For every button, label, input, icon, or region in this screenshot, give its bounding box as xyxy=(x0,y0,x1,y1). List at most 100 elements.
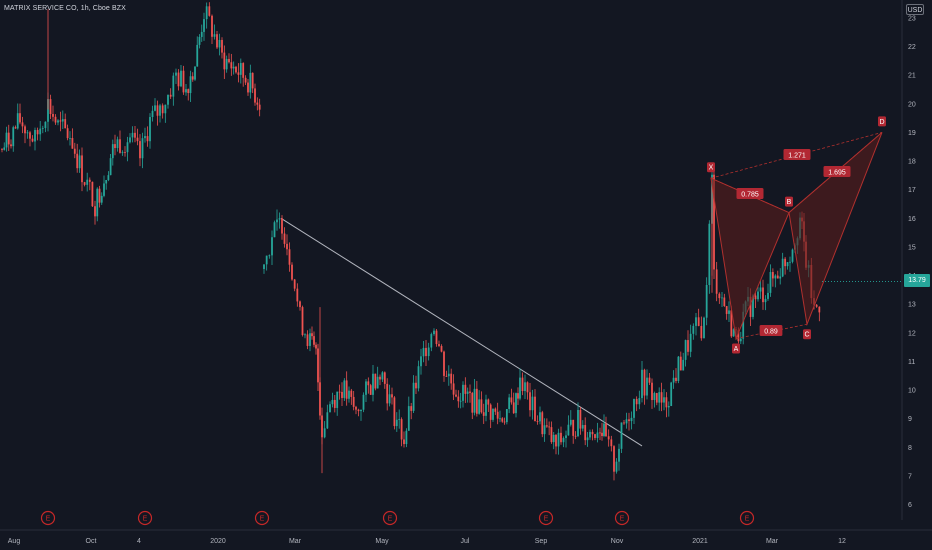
candle-body xyxy=(754,295,757,300)
candle-body xyxy=(545,425,548,427)
candle-body xyxy=(398,419,401,420)
candle-body xyxy=(49,99,52,115)
time-tick-label: 4 xyxy=(137,538,141,545)
earnings-marker[interactable]: E xyxy=(739,510,755,526)
candle-body xyxy=(167,94,169,105)
candle-body xyxy=(52,114,54,117)
candle-body xyxy=(73,148,76,154)
earnings-marker[interactable]: E xyxy=(614,510,630,526)
candle xyxy=(29,130,31,147)
candle-body xyxy=(430,334,433,348)
earnings-marker[interactable]: E xyxy=(40,510,56,526)
candle xyxy=(539,406,541,425)
candle xyxy=(425,340,427,366)
currency-badge[interactable]: USD xyxy=(906,4,924,15)
candle xyxy=(594,433,596,441)
candle xyxy=(586,431,589,447)
candle xyxy=(299,300,301,311)
candle-body xyxy=(151,110,154,118)
candle xyxy=(21,116,24,134)
trendline-layer[interactable] xyxy=(280,217,643,447)
earnings-marker[interactable]: E xyxy=(382,510,398,526)
candle xyxy=(311,326,313,340)
candle-body xyxy=(10,144,12,147)
candle-body xyxy=(539,412,541,422)
candle xyxy=(24,124,26,144)
candle xyxy=(78,149,81,173)
candle xyxy=(786,261,789,270)
candle-body xyxy=(329,404,331,413)
candle xyxy=(185,84,187,96)
candle xyxy=(5,126,8,152)
candle xyxy=(288,242,291,272)
candle xyxy=(114,134,116,156)
candle-body xyxy=(536,421,539,422)
candle-body xyxy=(665,397,668,408)
earnings-marker[interactable]: E xyxy=(538,510,554,526)
candle-body xyxy=(187,89,190,94)
candle xyxy=(762,279,764,310)
candle xyxy=(98,185,101,208)
earnings-marker[interactable]: E xyxy=(137,510,153,526)
candle xyxy=(134,126,136,143)
candle xyxy=(684,339,687,367)
candle xyxy=(601,422,603,441)
candle xyxy=(180,65,182,88)
candle xyxy=(374,373,377,391)
candle xyxy=(480,391,483,414)
candle xyxy=(360,409,362,421)
candle xyxy=(405,428,408,448)
candle-body xyxy=(485,399,487,416)
candle-body xyxy=(283,233,286,244)
candle xyxy=(273,220,276,238)
candle-body xyxy=(512,402,515,414)
candle-body xyxy=(572,419,575,436)
candle-body xyxy=(326,412,329,429)
pattern-ratio-text: 0.89 xyxy=(764,329,778,336)
trendline[interactable] xyxy=(280,217,643,447)
earnings-marker[interactable]: E xyxy=(254,510,270,526)
candle xyxy=(395,412,398,432)
earnings-marker-label: E xyxy=(143,516,148,523)
candle-body xyxy=(211,15,213,37)
candle-body xyxy=(244,77,247,83)
candle xyxy=(478,390,481,415)
time-axis[interactable]: Aug Oct 4 2020 Mar May Jul Sep Nov 2021 Mar 12 xyxy=(0,529,932,545)
candle xyxy=(615,458,618,474)
candle-body xyxy=(268,255,271,257)
candle xyxy=(584,417,587,446)
candle xyxy=(242,62,245,87)
candle-body xyxy=(286,243,288,250)
price-tick-label: 15 xyxy=(908,244,916,251)
candle-body xyxy=(605,423,607,437)
candle-body xyxy=(86,179,89,185)
candle xyxy=(521,372,524,396)
harmonic-pattern[interactable]: X A B C D 0.785 0.89 1.695 1.271 xyxy=(707,116,886,354)
candle-body xyxy=(705,285,708,318)
symbol-title: MATRIX SERVICE CO, 1h, Cboe BZX xyxy=(4,5,126,12)
candle-body xyxy=(739,338,742,342)
candle xyxy=(651,378,653,409)
candle xyxy=(205,2,208,29)
candle-body xyxy=(319,382,321,416)
candle xyxy=(515,392,517,418)
candle xyxy=(146,126,149,147)
candle-body xyxy=(24,126,26,134)
price-tick-label: 18 xyxy=(908,159,916,166)
candle xyxy=(263,264,265,274)
candle-body xyxy=(407,406,410,431)
candle xyxy=(357,408,360,417)
candle xyxy=(422,341,425,363)
candle-body xyxy=(548,426,551,428)
candle-body xyxy=(781,258,784,277)
candle xyxy=(369,383,372,395)
candle-body xyxy=(521,377,524,392)
price-axis[interactable]: 67891011121314151617181920212223 xyxy=(822,0,916,520)
candle-body xyxy=(29,132,31,139)
candle-body xyxy=(700,325,703,339)
candle xyxy=(167,94,169,109)
candle-body xyxy=(169,94,172,97)
candle xyxy=(213,24,216,40)
candle xyxy=(708,220,711,294)
